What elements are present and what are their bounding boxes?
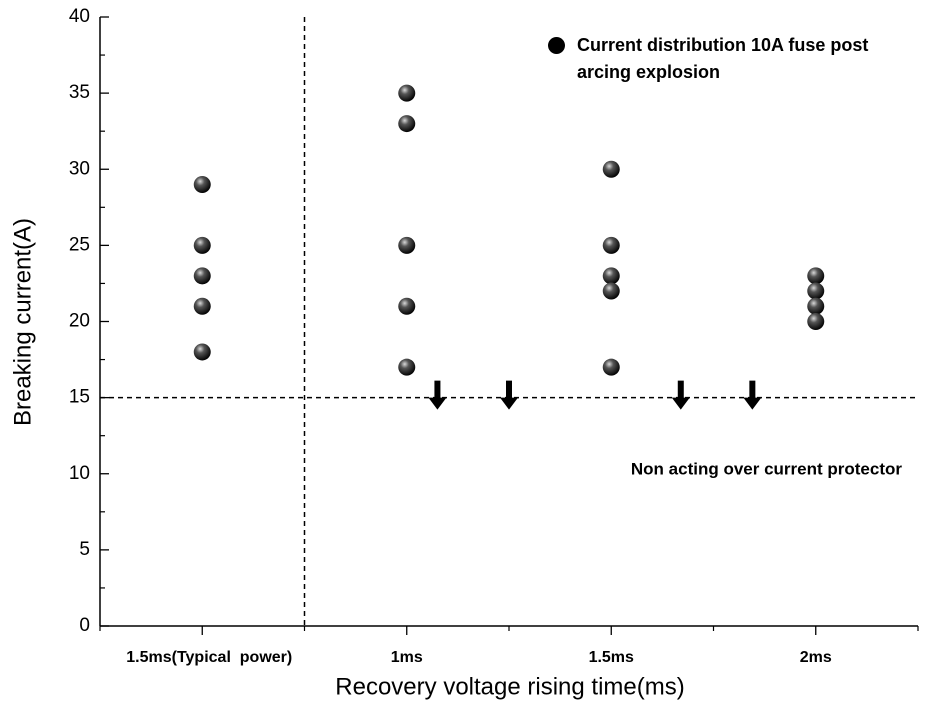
data-point xyxy=(193,297,211,315)
data-point xyxy=(602,282,620,300)
x-tick-label: 2ms xyxy=(800,649,832,666)
x-tick-label: 1.5ms(Typical power) xyxy=(126,649,292,666)
data-point xyxy=(807,267,825,285)
y-tick-label: 25 xyxy=(69,234,90,255)
arrow xyxy=(743,380,762,410)
data-point xyxy=(602,236,620,254)
y-tick-label: 10 xyxy=(69,463,90,484)
annotation: Non acting over current protector xyxy=(631,459,902,478)
data-point xyxy=(398,115,416,133)
data-point xyxy=(398,84,416,102)
y-tick-label: 20 xyxy=(69,311,90,332)
y-axis-title: Breaking current(A) xyxy=(9,218,36,426)
data-point xyxy=(602,358,620,376)
data-point xyxy=(807,282,825,300)
legend: Current distribution 10A fuse post arcin… xyxy=(548,32,907,86)
y-tick-label: 5 xyxy=(79,539,90,560)
data-point xyxy=(193,267,211,285)
y-tick-label: 30 xyxy=(69,158,90,179)
arrow xyxy=(428,380,447,410)
data-point xyxy=(398,297,416,315)
data-point xyxy=(807,297,825,315)
x-tick-label: 1.5ms xyxy=(589,649,634,666)
x-tick-label: 1ms xyxy=(391,649,423,666)
data-point xyxy=(193,175,211,193)
data-point xyxy=(398,358,416,376)
y-tick-label: 35 xyxy=(69,82,90,103)
y-tick-label: 15 xyxy=(69,387,90,408)
data-point xyxy=(807,313,825,330)
arrow xyxy=(500,380,518,410)
arrow xyxy=(671,380,690,410)
data-point xyxy=(602,267,620,285)
y-tick-label: 0 xyxy=(79,615,90,636)
data-point xyxy=(193,343,211,361)
x-axis-title: Recovery voltage rising time(ms) xyxy=(335,673,684,700)
data-point xyxy=(398,236,416,254)
legend-label: Current distribution 10A fuse post arcin… xyxy=(577,35,869,82)
data-point xyxy=(193,236,211,254)
y-tick-label: 40 xyxy=(69,6,90,27)
legend-marker xyxy=(548,37,565,54)
data-point xyxy=(602,160,620,178)
